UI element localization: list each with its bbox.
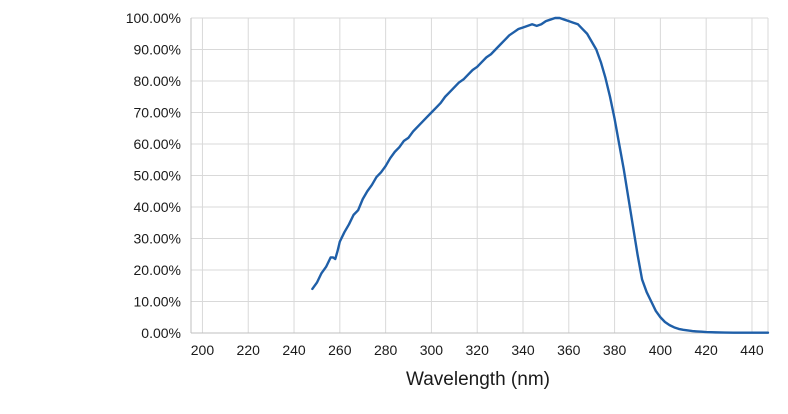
x-tick-label: 420: [694, 342, 718, 358]
y-tick-label: 70.00%: [134, 105, 181, 121]
y-tick-label: 100.00%: [126, 10, 181, 26]
x-tick-label: 340: [511, 342, 535, 358]
x-axis-tick-labels: 200 220 240 260 280 300 320 340 360 380 400 420 440: [191, 342, 764, 358]
x-tick-label: 300: [420, 342, 444, 358]
x-tick-label: 440: [740, 342, 764, 358]
axes: [190, 18, 768, 334]
series-line: [311, 16, 770, 334]
gridlines: [191, 17, 769, 334]
x-tick-label: 380: [603, 342, 627, 358]
x-tick-label: 280: [374, 342, 398, 358]
x-tick-label: 200: [191, 342, 215, 358]
y-tick-label: 20.00%: [134, 262, 181, 278]
x-tick-label: 220: [237, 342, 261, 358]
y-tick-label: 0.00%: [141, 325, 181, 341]
y-tick-label: 40.00%: [134, 199, 181, 215]
series-layer: [311, 16, 770, 334]
y-tick-label: 10.00%: [134, 294, 181, 310]
y-tick-label: 50.00%: [134, 168, 181, 184]
y-tick-label: 90.00%: [134, 42, 181, 58]
x-tick-label: 360: [557, 342, 581, 358]
x-tick-label: 260: [328, 342, 352, 358]
x-tick-label: 400: [649, 342, 673, 358]
y-axis-tick-labels: 0.00% 10.00% 20.00% 30.00% 40.00% 50.00% 60.00…: [126, 10, 181, 341]
y-tick-label: 30.00%: [134, 231, 181, 247]
x-axis-title: Wavelength (nm): [406, 369, 550, 390]
y-tick-label: 80.00%: [134, 73, 181, 89]
x-tick-label: 320: [466, 342, 490, 358]
x-tick-label: 240: [282, 342, 306, 358]
y-tick-label: 60.00%: [134, 136, 181, 152]
